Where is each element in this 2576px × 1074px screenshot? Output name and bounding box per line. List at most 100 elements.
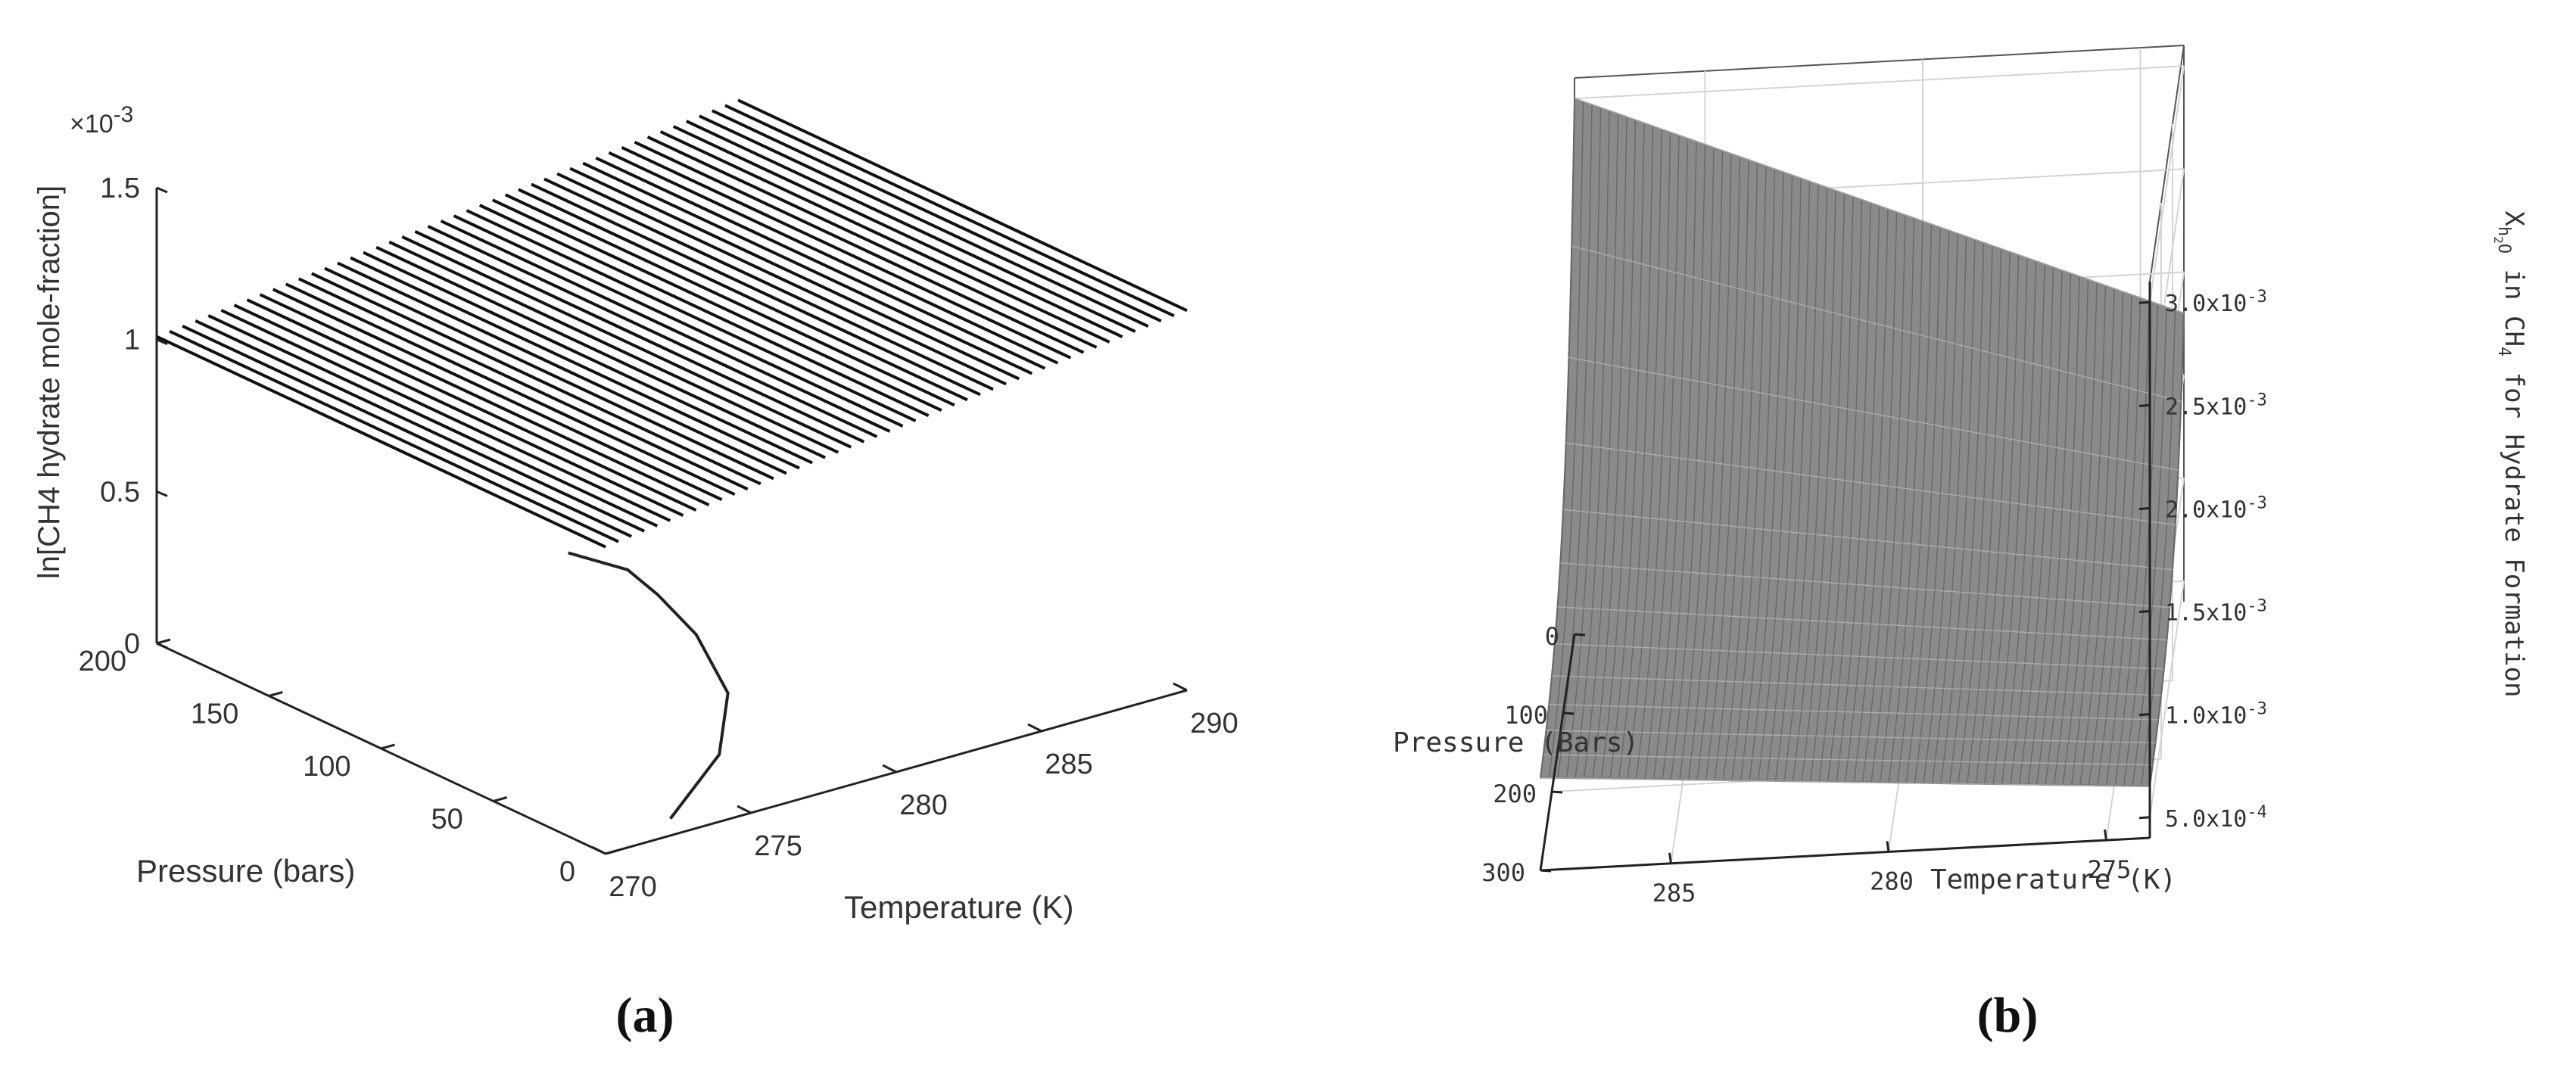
surface-mesh-line	[698, 114, 1149, 328]
y-ticks: 0 100 200 300	[1481, 622, 1586, 887]
z-tick-mark	[2138, 506, 2151, 510]
surface-mesh-line	[1571, 245, 2182, 403]
surface-mesh-line	[504, 193, 955, 407]
surface-mesh-line	[1574, 98, 2185, 314]
box-edge	[1574, 45, 2185, 79]
x-tick-label: 275	[2088, 855, 2132, 884]
x-tick-label: 280	[899, 789, 947, 821]
surface-mesh-line	[1551, 675, 2162, 696]
surface-mesh-line	[285, 282, 736, 497]
surface-mesh-line	[388, 240, 839, 454]
x-tick-mark	[2104, 829, 2107, 841]
grid-line	[1574, 65, 2185, 100]
y-tick-label: 0	[559, 856, 575, 888]
x-axis-line	[1540, 836, 2151, 872]
y-tick-mark	[268, 691, 283, 697]
surface-mesh-line	[363, 251, 813, 465]
surface-mesh-line	[427, 225, 878, 438]
surface-mesh-line	[182, 324, 632, 538]
surface-mesh-line	[259, 293, 710, 506]
surface-mesh-line	[737, 98, 1188, 313]
surface-mesh-line	[491, 198, 942, 412]
z-tick-label: 1.5x10-3	[2165, 597, 2267, 627]
x-tick-mark	[1173, 682, 1188, 692]
surface-mesh-line	[556, 172, 1007, 386]
surface	[1539, 97, 2185, 787]
surface-mesh-line	[478, 204, 930, 417]
x-ticks: 270 275 280 285 290	[591, 682, 1238, 903]
surface-mesh-line	[1546, 730, 2156, 744]
surface-mesh-line	[401, 235, 852, 449]
z-tick-mark	[156, 642, 168, 649]
z-axis-label: ln[CH4 hydrate mole-fraction]	[33, 185, 66, 579]
surface-mesh	[156, 98, 1188, 549]
z-tick-label: 3.0x10-3	[2165, 288, 2267, 317]
surface-mesh-line	[207, 314, 659, 528]
surface-mesh-line	[1565, 442, 2176, 526]
surface-mesh-line	[518, 188, 968, 402]
z-tick-label: 2.5x10-3	[2165, 391, 2267, 420]
x-axis-label: Temperature (K)	[844, 889, 1073, 925]
grid-line	[2149, 581, 2185, 817]
surface-mesh-line	[220, 309, 671, 522]
z-tick-mark	[2138, 713, 2151, 717]
z-tick-mark	[156, 338, 168, 346]
y-tick-mark	[381, 743, 395, 750]
surface-mesh-line	[712, 109, 1162, 323]
z-tick-mark	[156, 490, 168, 497]
x-ticks: 275 280 285	[1652, 829, 2132, 907]
surface-mesh-line	[324, 266, 774, 481]
surface-mesh-line	[440, 219, 891, 433]
panel-label-b: (b)	[1977, 988, 2039, 1043]
surface-mesh-line	[1549, 703, 2159, 721]
x-tick-label: 275	[754, 830, 802, 862]
x-axis-label: Temperature (K)	[1930, 864, 2176, 895]
x-tick-label: 280	[1870, 867, 1914, 895]
y-tick-mark	[156, 638, 171, 645]
surface-mesh-line	[569, 167, 1020, 381]
y-tick-label: 150	[191, 699, 238, 730]
x-tick-mark	[737, 805, 752, 814]
surface-mesh-line	[1568, 356, 2179, 471]
surface-mesh-line	[272, 288, 723, 502]
z-ticks: 5.0x10-4 1.0x10-3 1.5x10-3 2.0x10-3 2.5x10-3…	[2138, 288, 2267, 833]
panel-b: 5.0x10-4 1.0x10-3 1.5x10-3 2.0x10-3 2.5x10-3…	[1393, 45, 2529, 907]
panel-label-a: (a)	[616, 988, 674, 1043]
z-tick-label: 0	[124, 628, 140, 660]
equilibrium-curve	[568, 551, 730, 820]
surface-mesh-line	[672, 125, 1123, 338]
x-tick-mark	[1668, 852, 1672, 864]
y-axis-label: Pressure (bars)	[136, 853, 355, 889]
z-tick-label: 0.5	[100, 476, 140, 508]
z-tick-mark	[156, 186, 168, 194]
surface-mesh-line	[531, 182, 981, 397]
z-tick-label: 2.0x10-3	[2165, 493, 2267, 523]
panel-a: 0 0.5 1 1.5 0 50 100 150 200 270 275 280 285 290 ln…	[33, 98, 1238, 925]
surface-mesh-line	[659, 130, 1110, 344]
axes	[1539, 282, 2151, 872]
y-tick-label: 200	[79, 646, 126, 677]
y-tick-label: 100	[1504, 701, 1548, 730]
z-tick-label: 1.0x10-3	[2165, 700, 2267, 730]
z-tick-label: 1.5	[100, 173, 140, 204]
x-tick-label: 290	[1190, 708, 1238, 739]
surface-mesh-line	[634, 141, 1085, 354]
y-tick-label: 300	[1481, 858, 1525, 887]
y-ticks: 0 50 100 150 200	[79, 638, 620, 888]
x-tick-mark	[882, 764, 897, 774]
surface-mesh-line	[1562, 509, 2173, 571]
surface-mesh-line	[156, 335, 606, 549]
surface-mesh-line	[169, 329, 619, 543]
surface-mesh-line	[582, 161, 1033, 375]
surface-mesh-line	[414, 230, 865, 444]
surface-mesh-line	[195, 319, 646, 533]
x-tick-label: 270	[609, 871, 656, 903]
y-tick-label: 100	[303, 751, 350, 783]
y-tick-label: 200	[1493, 780, 1537, 808]
y-axis-line	[1539, 634, 1576, 871]
y-tick-mark	[1574, 633, 1586, 637]
surface-mesh-line	[350, 256, 800, 470]
surface-mesh-line	[453, 214, 904, 428]
surface-mesh-line	[1560, 562, 2170, 609]
